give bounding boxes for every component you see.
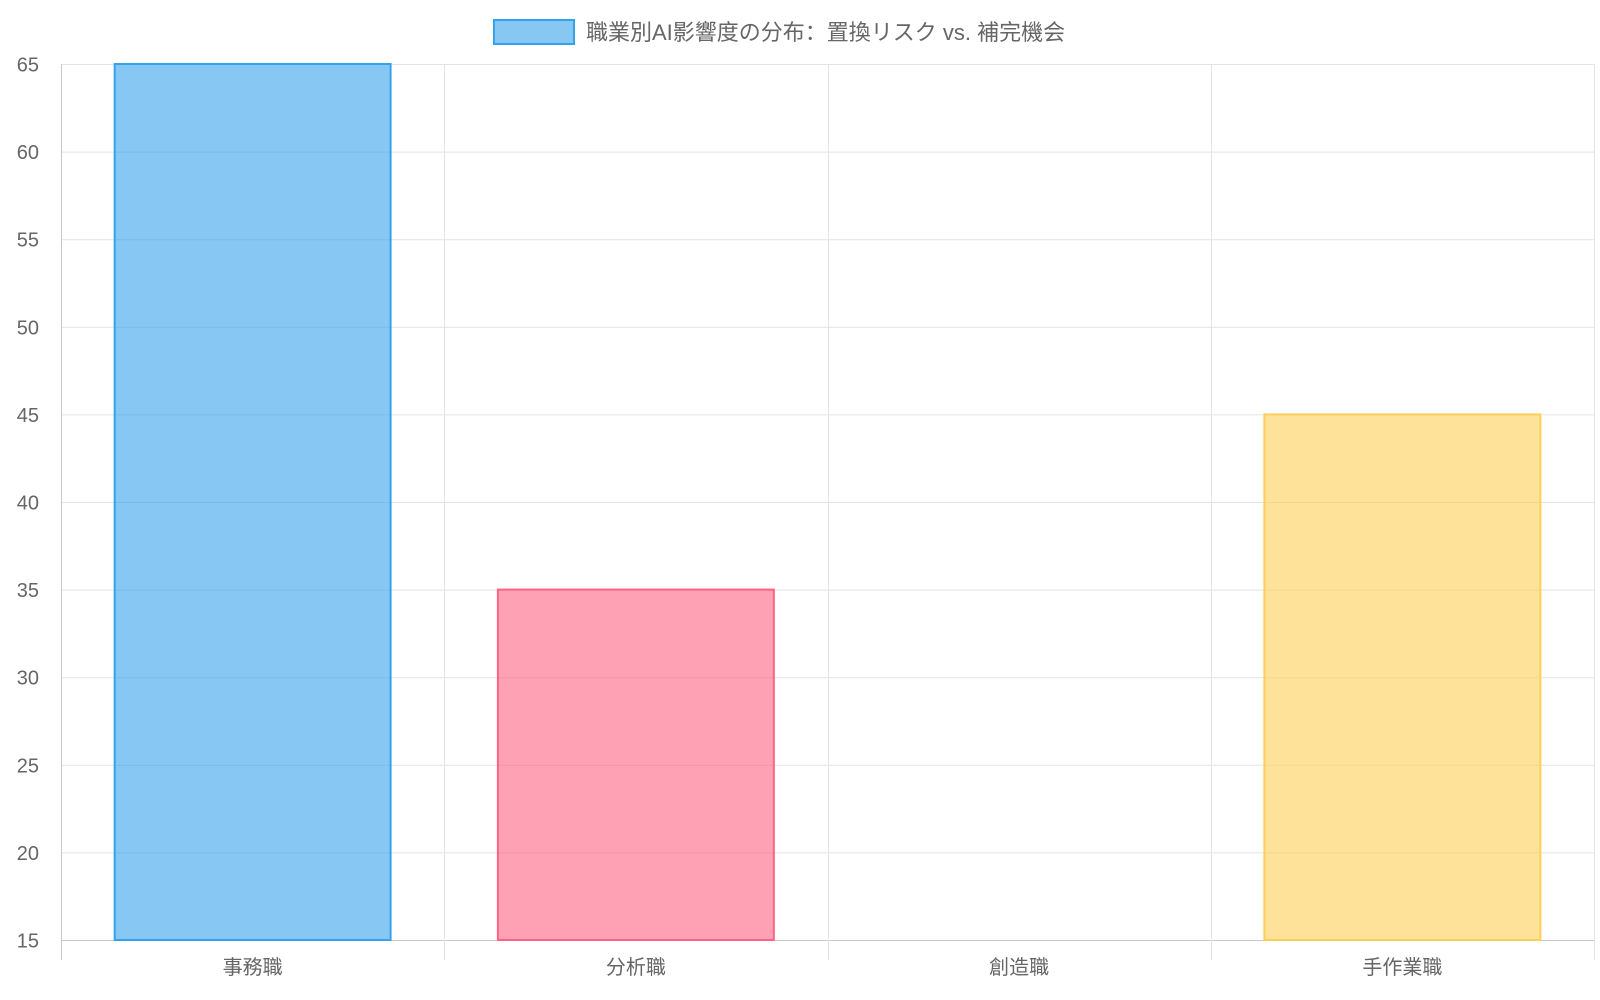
x-tick-label: 事務職 xyxy=(223,956,283,979)
x-tick-label: 分析職 xyxy=(606,956,666,979)
y-tick-label: 25 xyxy=(17,755,39,777)
y-tick-label: 15 xyxy=(17,931,39,953)
legend-swatch[interactable] xyxy=(493,19,575,45)
y-tick-label: 35 xyxy=(17,580,39,602)
y-tick-label: 55 xyxy=(17,230,39,252)
x-tick-label: 創造職 xyxy=(989,956,1049,979)
y-tick-label: 60 xyxy=(17,142,39,164)
legend[interactable]: 職業別AI影響度の分布：置換リスク vs. 補完機会 xyxy=(493,19,1065,45)
y-tick-label: 50 xyxy=(17,317,39,339)
y-tick-label: 45 xyxy=(17,405,39,427)
legend-label[interactable]: 職業別AI影響度の分布：置換リスク vs. 補完機会 xyxy=(586,20,1065,45)
x-tick-label: 手作業職 xyxy=(1362,956,1442,979)
bar-分析職 xyxy=(496,588,775,941)
y-tick-label: 65 xyxy=(17,55,39,77)
y-tick-label: 40 xyxy=(17,493,39,515)
bars xyxy=(113,63,1542,941)
bar-手作業職 xyxy=(1263,413,1542,941)
y-tick-label: 30 xyxy=(17,668,39,690)
axes: 15 20 25 30 35 40 45 50 55 60 65 事務職 分析職 創造職 手作業職 xyxy=(17,55,1443,980)
y-tick-label: 20 xyxy=(17,843,39,865)
bar-事務職 xyxy=(113,63,392,941)
